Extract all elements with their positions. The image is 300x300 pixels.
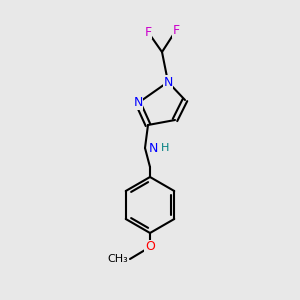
Text: N: N [148, 142, 158, 154]
Text: F: F [144, 26, 152, 38]
Text: CH₃: CH₃ [107, 254, 128, 264]
Text: H: H [161, 143, 170, 153]
Text: N: N [133, 97, 143, 110]
Text: F: F [172, 25, 180, 38]
Text: N: N [163, 76, 173, 88]
Text: O: O [145, 241, 155, 254]
